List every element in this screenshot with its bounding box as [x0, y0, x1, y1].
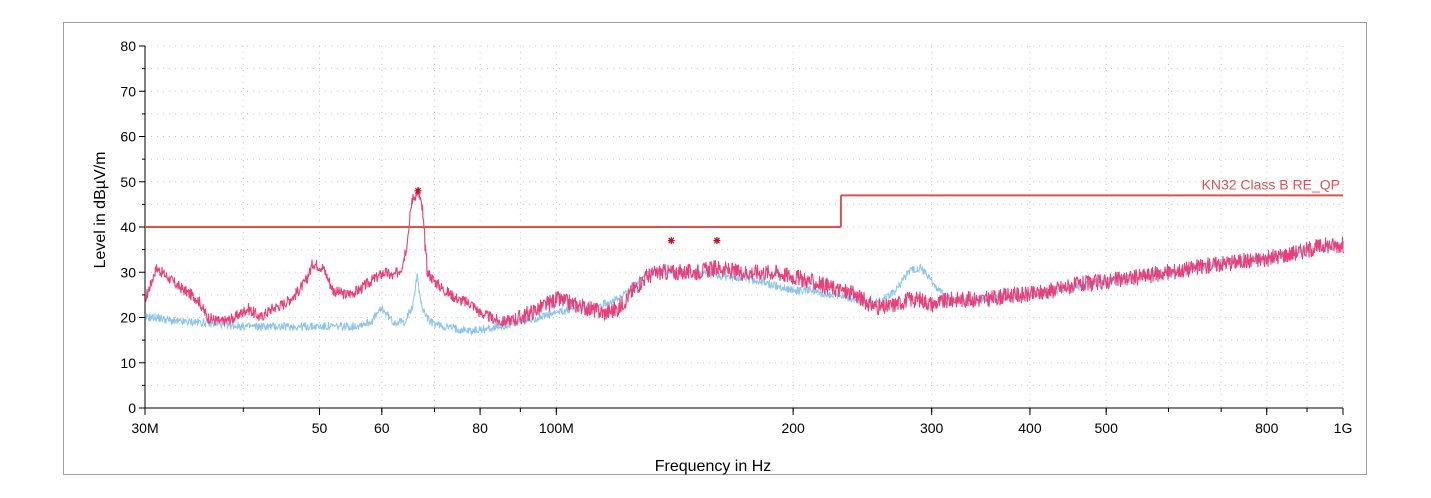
x-tick-label: 200 — [781, 420, 805, 436]
y-tick-label: 10 — [120, 355, 136, 371]
x-tick-label: 500 — [1095, 420, 1119, 436]
y-tick-label: 50 — [120, 174, 136, 190]
x-tick-label: 800 — [1255, 420, 1279, 436]
y-tick-label: 30 — [120, 264, 136, 280]
peak-marker — [414, 187, 422, 195]
y-tick-label: 0 — [128, 400, 136, 416]
chart-frame: 0 10 20 30 40 50 60 70 80 30M 50 60 80 100M 200 300 400 5… — [63, 22, 1367, 475]
x-tick-label: 1G — [1334, 420, 1353, 436]
peak-marker — [667, 237, 675, 245]
x-tick-label: 60 — [374, 420, 390, 436]
x-axis-title: Frequency in Hz — [655, 458, 772, 475]
series-line-pink — [144, 186, 1345, 327]
x-tick-label: 400 — [1018, 420, 1042, 436]
x-tick-label: 50 — [312, 420, 328, 436]
y-tick-label: 20 — [120, 310, 136, 326]
limit-line-label: KN32 Class B RE_QP — [1202, 176, 1341, 192]
x-tick-label: 30M — [131, 420, 158, 436]
y-tick-label: 60 — [120, 129, 136, 145]
x-tick-label: 100M — [539, 420, 574, 436]
y-tick-label: 40 — [120, 219, 136, 235]
x-tick-label: 80 — [472, 420, 488, 436]
y-axis-title: Level in dBµV/m — [92, 152, 109, 269]
y-tick-label: 70 — [120, 83, 136, 99]
peak-marker — [713, 237, 721, 245]
y-tick-label: 80 — [120, 38, 136, 54]
x-tick-label: 300 — [920, 420, 944, 436]
series-line-blue — [144, 241, 1344, 336]
emi-chart: 0 10 20 30 40 50 60 70 80 30M 50 60 80 100M 200 300 400 5… — [92, 38, 1353, 475]
